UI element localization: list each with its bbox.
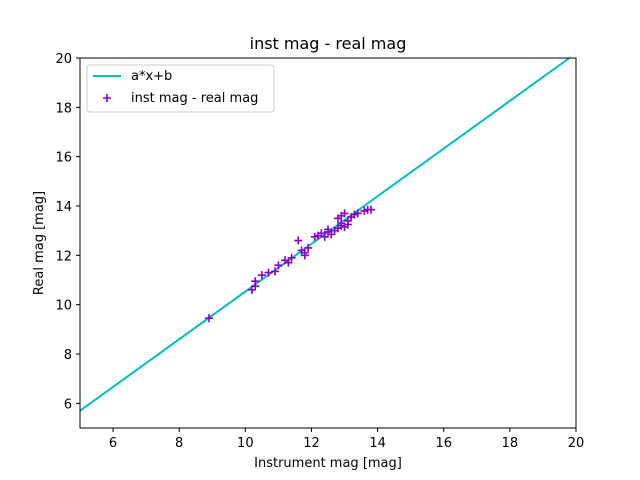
scatter-point (366, 205, 375, 214)
scatter-point (304, 243, 313, 252)
y-tick-label: 20 (55, 52, 72, 67)
y-axis-label: Real mag [mag] (32, 191, 47, 295)
scatter-point (251, 277, 260, 286)
scatter-point (257, 271, 266, 280)
scatter-point (353, 209, 362, 218)
scatter-point (274, 261, 283, 270)
legend: a*x+b inst mag - real mag (86, 64, 275, 113)
y-tick-label: 12 (55, 249, 72, 264)
x-tick-label: 16 (435, 436, 452, 451)
scatter-point (324, 225, 332, 234)
x-tick-label: 10 (237, 436, 254, 451)
x-tick-label: 6 (109, 436, 117, 451)
chart-title: inst mag - real mag (250, 34, 407, 53)
legend-entry-scatter: inst mag - real mag (131, 91, 258, 106)
x-tick-label: 14 (369, 436, 386, 451)
plot-frame (79, 57, 577, 429)
x-tick-label: 12 (303, 436, 320, 451)
y-tick-label: 14 (55, 200, 72, 215)
scatter-point (264, 268, 273, 277)
scatter-point (320, 232, 329, 241)
scatter-point (271, 267, 280, 276)
y-tick-label: 10 (55, 299, 72, 314)
scatter-point (284, 258, 293, 267)
scatter-point (294, 236, 303, 245)
scatter-point (340, 209, 349, 218)
legend-scatter-marker-swatch (103, 94, 111, 102)
y-tick-label: 18 (55, 101, 72, 116)
scatter-point (343, 220, 352, 229)
legend-box (86, 64, 275, 113)
scatter-point (287, 253, 296, 262)
y-tick-label: 16 (55, 151, 72, 166)
y-tick-label: 8 (64, 348, 72, 363)
y-tick-label: 6 (64, 397, 72, 412)
legend-plus-marker (103, 94, 111, 102)
scatter-point (204, 314, 213, 323)
x-tick-label: 20 (568, 436, 585, 451)
x-tick-label: 8 (175, 436, 183, 451)
x-axis-label: Instrument mag [mag] (254, 456, 402, 471)
legend-entry-fit-line: a*x+b (131, 69, 172, 84)
scatter-point (300, 251, 309, 260)
x-tick-label: 18 (502, 436, 519, 451)
